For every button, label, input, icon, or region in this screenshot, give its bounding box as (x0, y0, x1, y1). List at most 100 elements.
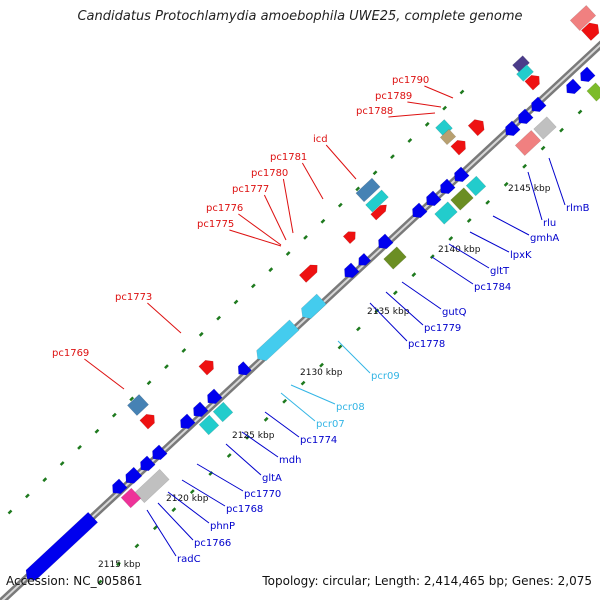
gene-label-reverse: pc1784 (474, 282, 511, 293)
scale-tick-outer (146, 380, 152, 386)
reverse-gene (580, 66, 596, 83)
gene-label-forward: pc1776 (206, 203, 243, 214)
leader-line (469, 231, 510, 253)
gene-label-forward: pc1777 (232, 184, 269, 195)
reverse-gene (566, 78, 582, 95)
kbp-label: 2130 kbp (300, 368, 343, 378)
reverse-gene (180, 413, 196, 430)
leader-line (448, 243, 490, 269)
leader-line (301, 162, 324, 200)
scale-tick-inner (485, 200, 491, 205)
gene-label-reverse: pc1774 (300, 435, 337, 446)
forward-gene (581, 22, 600, 41)
scale-tick-inner (171, 507, 177, 513)
scale-tick-inner (540, 145, 546, 151)
gene-label-reverse: pc1770 (244, 489, 281, 500)
gene-label-forward: pc1781 (270, 152, 307, 163)
forward-gene-shape (569, 5, 597, 31)
leader-line (527, 171, 543, 221)
reverse-gene (531, 96, 547, 113)
reverse-gene (25, 511, 99, 581)
scale-tick-outer (42, 477, 48, 483)
gene-label-forward: pc1775 (197, 219, 234, 230)
reverse-gene (256, 319, 300, 362)
leader-line (181, 479, 226, 507)
leader-line (84, 358, 125, 390)
scale-tick-inner (559, 127, 564, 133)
forward-gene (524, 74, 540, 91)
reverse-gene (125, 466, 143, 484)
reverse-gene (301, 293, 327, 319)
leader-line (401, 281, 442, 310)
kbp-label: 2115 kbp (98, 560, 141, 570)
scale-tick-outer (251, 283, 256, 289)
leader-line (407, 101, 442, 108)
scale-tick-outer (94, 428, 100, 434)
reverse-gene-shape (180, 413, 196, 430)
scale-tick-inner (263, 416, 269, 422)
forward-gene-shape (524, 74, 540, 91)
leader-line (280, 392, 316, 422)
reverse-gene-shape (450, 187, 474, 211)
forward-gene (298, 264, 318, 283)
forward-gene-shape (198, 359, 214, 376)
gene-label-forward: pc1789 (375, 91, 412, 102)
scale-tick-outer (320, 218, 326, 224)
reverse-gene-shape (454, 166, 470, 183)
scale-tick-outer (337, 202, 343, 208)
reverse-gene (193, 401, 209, 418)
leader-line (229, 229, 282, 247)
reverse-gene-shape (125, 466, 143, 484)
leader-line (263, 194, 287, 241)
gene-label-reverse: pc1778 (408, 339, 445, 350)
scale-tick-outer (424, 121, 430, 127)
reverse-gene-shape (531, 96, 547, 113)
forward-gene (516, 64, 534, 82)
leader-line (157, 502, 194, 541)
reverse-gene (514, 130, 542, 156)
forward-gene-shape (439, 128, 457, 146)
reverse-gene (505, 120, 521, 137)
leader-line (282, 178, 294, 234)
reverse-gene-shape (434, 201, 458, 225)
scale-tick-outer (233, 299, 239, 305)
leader-line (337, 340, 371, 374)
reverse-gene-shape (505, 120, 521, 137)
scale-tick-inner (97, 579, 103, 585)
forward-gene (198, 359, 214, 376)
reverse-gene-shape (193, 401, 209, 418)
reverse-gene (533, 116, 557, 140)
reverse-gene (358, 252, 372, 266)
reverse-gene-shape (412, 202, 428, 219)
reverse-gene-shape (465, 175, 487, 197)
gene-label-rna: pcr09 (371, 371, 400, 382)
reverse-gene-shape (25, 511, 99, 581)
reverse-gene-shape (514, 130, 542, 156)
scale-tick-inner (577, 109, 583, 115)
leader-line (238, 213, 282, 246)
scale-tick-outer (59, 461, 65, 466)
reverse-gene-shape (566, 78, 582, 95)
kbp-label: 2135 kbp (367, 307, 410, 317)
scale-tick-inner (356, 326, 361, 332)
leader-line (325, 144, 357, 180)
kbp-label: 2120 kbp (166, 494, 209, 504)
reverse-gene (434, 201, 458, 225)
leader-line (225, 443, 262, 476)
scale-tick-inner (411, 272, 417, 278)
forward-gene (569, 5, 597, 31)
leader-line (424, 85, 454, 99)
leader-line (147, 302, 182, 334)
reverse-gene (426, 190, 442, 207)
leader-line (264, 411, 300, 438)
reverse-gene-shape (383, 246, 407, 270)
forward-gene-shape (139, 413, 155, 430)
gene-label-forward: pc1773 (115, 292, 152, 303)
gene-label-forward: pc1790 (392, 75, 429, 86)
leader-line (167, 491, 210, 524)
scale-tick-inner (393, 290, 398, 296)
reverse-gene (344, 262, 360, 279)
reverse-gene-shape (378, 233, 394, 250)
forward-gene-shape (512, 55, 530, 73)
reverse-gene-shape (198, 414, 220, 436)
